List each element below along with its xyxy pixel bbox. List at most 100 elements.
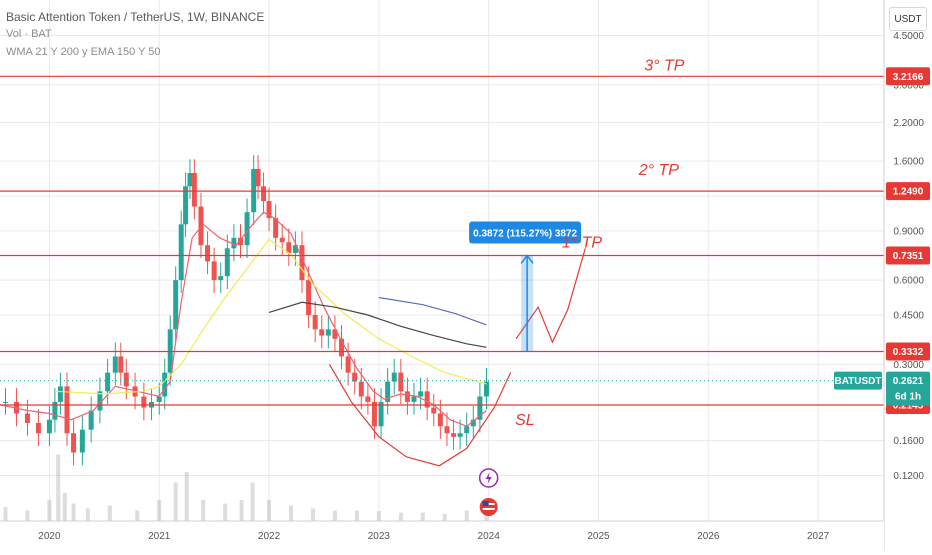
candle-body [118, 356, 124, 373]
candle-body [224, 248, 230, 277]
candle-body [162, 372, 168, 397]
level-price-tag [886, 67, 930, 86]
volume-bar [135, 510, 140, 521]
candle-body [352, 372, 358, 382]
candle-body [319, 329, 325, 336]
price-tick-label: 0.3000 [893, 360, 924, 371]
candle-body [141, 396, 147, 408]
candle-body [178, 224, 184, 281]
plot-area[interactable] [0, 0, 884, 521]
candle-body [2, 401, 8, 403]
measure-label-box [469, 221, 582, 244]
price-tick-label: 1.6000 [893, 157, 924, 168]
candle-body [46, 419, 52, 434]
level-price-tag-label: 0.7351 [893, 251, 924, 262]
volume-bar [157, 500, 162, 521]
ma-indicator-label[interactable]: WMA 21 Y 200 y EMA 150 Y 50 [6, 46, 161, 58]
ma-line-ema-150 [268, 301, 487, 348]
candle-body [218, 276, 224, 281]
time-tick-label: 2020 [38, 531, 61, 542]
candle-body [105, 372, 111, 392]
candle-body [156, 396, 162, 402]
candle-body [325, 329, 331, 336]
candle-body [371, 401, 377, 427]
measure-arrowhead [520, 254, 534, 264]
price-axis[interactable] [884, 0, 932, 550]
candle-body [457, 433, 463, 437]
price-tick-label: 0.9000 [893, 226, 924, 237]
candle-body [470, 419, 476, 427]
volume-indicator-label[interactable]: Vol · BAT [6, 28, 52, 40]
candle-body [183, 186, 189, 225]
last-price-tag-label: 0.2621 [893, 376, 924, 387]
candle-body [286, 242, 292, 254]
time-tick-label: 2024 [478, 531, 501, 542]
candle-body [231, 237, 237, 249]
level-price-tag [886, 342, 930, 361]
candle-body [88, 410, 94, 430]
candle-body [312, 315, 318, 330]
us-flag-event-icon[interactable] [479, 498, 498, 516]
volume-bar [47, 500, 52, 521]
candle-body [385, 381, 391, 402]
price-tick-label: 0.6000 [893, 276, 924, 287]
candle-body [205, 245, 211, 262]
candle-body [211, 261, 217, 281]
time-tick-label: 2027 [807, 531, 830, 542]
candle-body [437, 413, 443, 427]
candle-body [292, 245, 298, 254]
candle-body [299, 245, 305, 281]
candle-body [365, 396, 371, 402]
level-annotation: 3° TP [644, 57, 685, 74]
volume-bar [201, 500, 206, 521]
candle-body [451, 433, 457, 437]
time-tick-label: 2025 [587, 531, 610, 542]
volume-bar [71, 503, 76, 521]
measure-label: 0.3872 (115.27%) 3872 [473, 228, 577, 239]
chart-title: Basic Attention Token / TetherUS, 1W, BI… [6, 10, 265, 24]
time-tick-label: 2021 [148, 531, 171, 542]
projection-path [515, 248, 586, 344]
time-axis[interactable] [0, 521, 884, 550]
candle-body [273, 218, 279, 238]
time-tick-label: 2026 [697, 531, 720, 542]
candle-body [35, 422, 41, 434]
level-price-tag [886, 182, 930, 201]
candle-body [266, 201, 272, 219]
volume-bar [56, 454, 61, 521]
candle-body [444, 426, 450, 434]
volume-bar [310, 508, 315, 521]
candle-body [411, 396, 417, 402]
candle-body [57, 386, 63, 402]
volume-bar [250, 482, 255, 521]
candle-body [112, 356, 118, 373]
candle-body [306, 280, 312, 316]
candle-body [424, 391, 430, 408]
price-tick-label: 3.0000 [893, 80, 924, 91]
volume-bar [267, 500, 272, 521]
volume-bar [289, 505, 294, 521]
price-tick-label: 2.2000 [893, 118, 924, 129]
currency-scale-button[interactable]: USDT [889, 7, 927, 31]
price-tick-label: 0.1600 [893, 436, 924, 447]
candle-body [345, 356, 351, 373]
candle-body [237, 237, 243, 246]
candle-body [123, 372, 129, 387]
candle-body [64, 386, 70, 434]
symbol-tag [834, 371, 882, 390]
candle-body [187, 173, 193, 187]
lightning-glyph [485, 472, 492, 484]
level-price-tag-label: 3.2166 [893, 72, 924, 83]
level-annotation: SL [515, 412, 535, 429]
level-price-tag-label: 0.3332 [893, 347, 924, 358]
ma-line-ema-50 [378, 296, 487, 326]
candle-body [173, 280, 179, 330]
candle-body [71, 433, 77, 453]
candle-body [79, 429, 85, 453]
level-price-tag [886, 246, 930, 265]
candle-body [279, 237, 285, 243]
price-tick-label: 0.1200 [893, 471, 924, 482]
last-price-tag [886, 371, 930, 406]
